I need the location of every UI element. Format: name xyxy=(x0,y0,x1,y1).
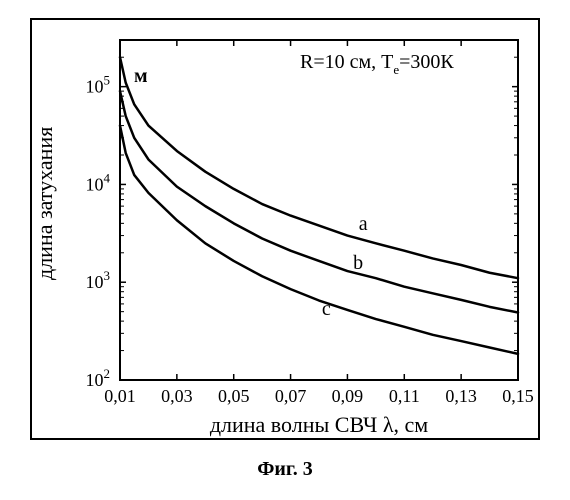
svg-text:R=10 см, Te=300К: R=10 см, Te=300К xyxy=(300,51,454,77)
svg-text:0,01: 0,01 xyxy=(104,386,136,406)
svg-text:0,13: 0,13 xyxy=(445,386,477,406)
svg-text:0,03: 0,03 xyxy=(161,386,193,406)
series-a xyxy=(120,57,518,278)
svg-text:м: м xyxy=(134,65,148,87)
svg-text:0,07: 0,07 xyxy=(275,386,307,406)
series-label-b: b xyxy=(353,252,363,274)
svg-text:длина волны СВЧ λ, см: длина волны СВЧ λ, см xyxy=(210,412,428,437)
series-label-a: a xyxy=(359,213,368,235)
svg-text:длина затухания: длина затухания xyxy=(32,127,57,280)
figure-container: 0,010,030,050,070,090,110,130,1510210310… xyxy=(0,0,570,500)
svg-text:0,05: 0,05 xyxy=(218,386,250,406)
series-b xyxy=(120,91,518,312)
chart-svg: 0,010,030,050,070,090,110,130,1510210310… xyxy=(0,0,570,500)
svg-text:105: 105 xyxy=(86,73,111,97)
svg-text:104: 104 xyxy=(86,170,111,194)
series-label-c: c xyxy=(322,298,331,320)
svg-text:0,15: 0,15 xyxy=(502,386,534,406)
figure-caption: Фиг. 3 xyxy=(0,458,570,481)
svg-text:0,09: 0,09 xyxy=(332,386,364,406)
series-c xyxy=(120,126,518,354)
svg-text:103: 103 xyxy=(86,268,111,292)
svg-text:0,11: 0,11 xyxy=(389,386,420,406)
